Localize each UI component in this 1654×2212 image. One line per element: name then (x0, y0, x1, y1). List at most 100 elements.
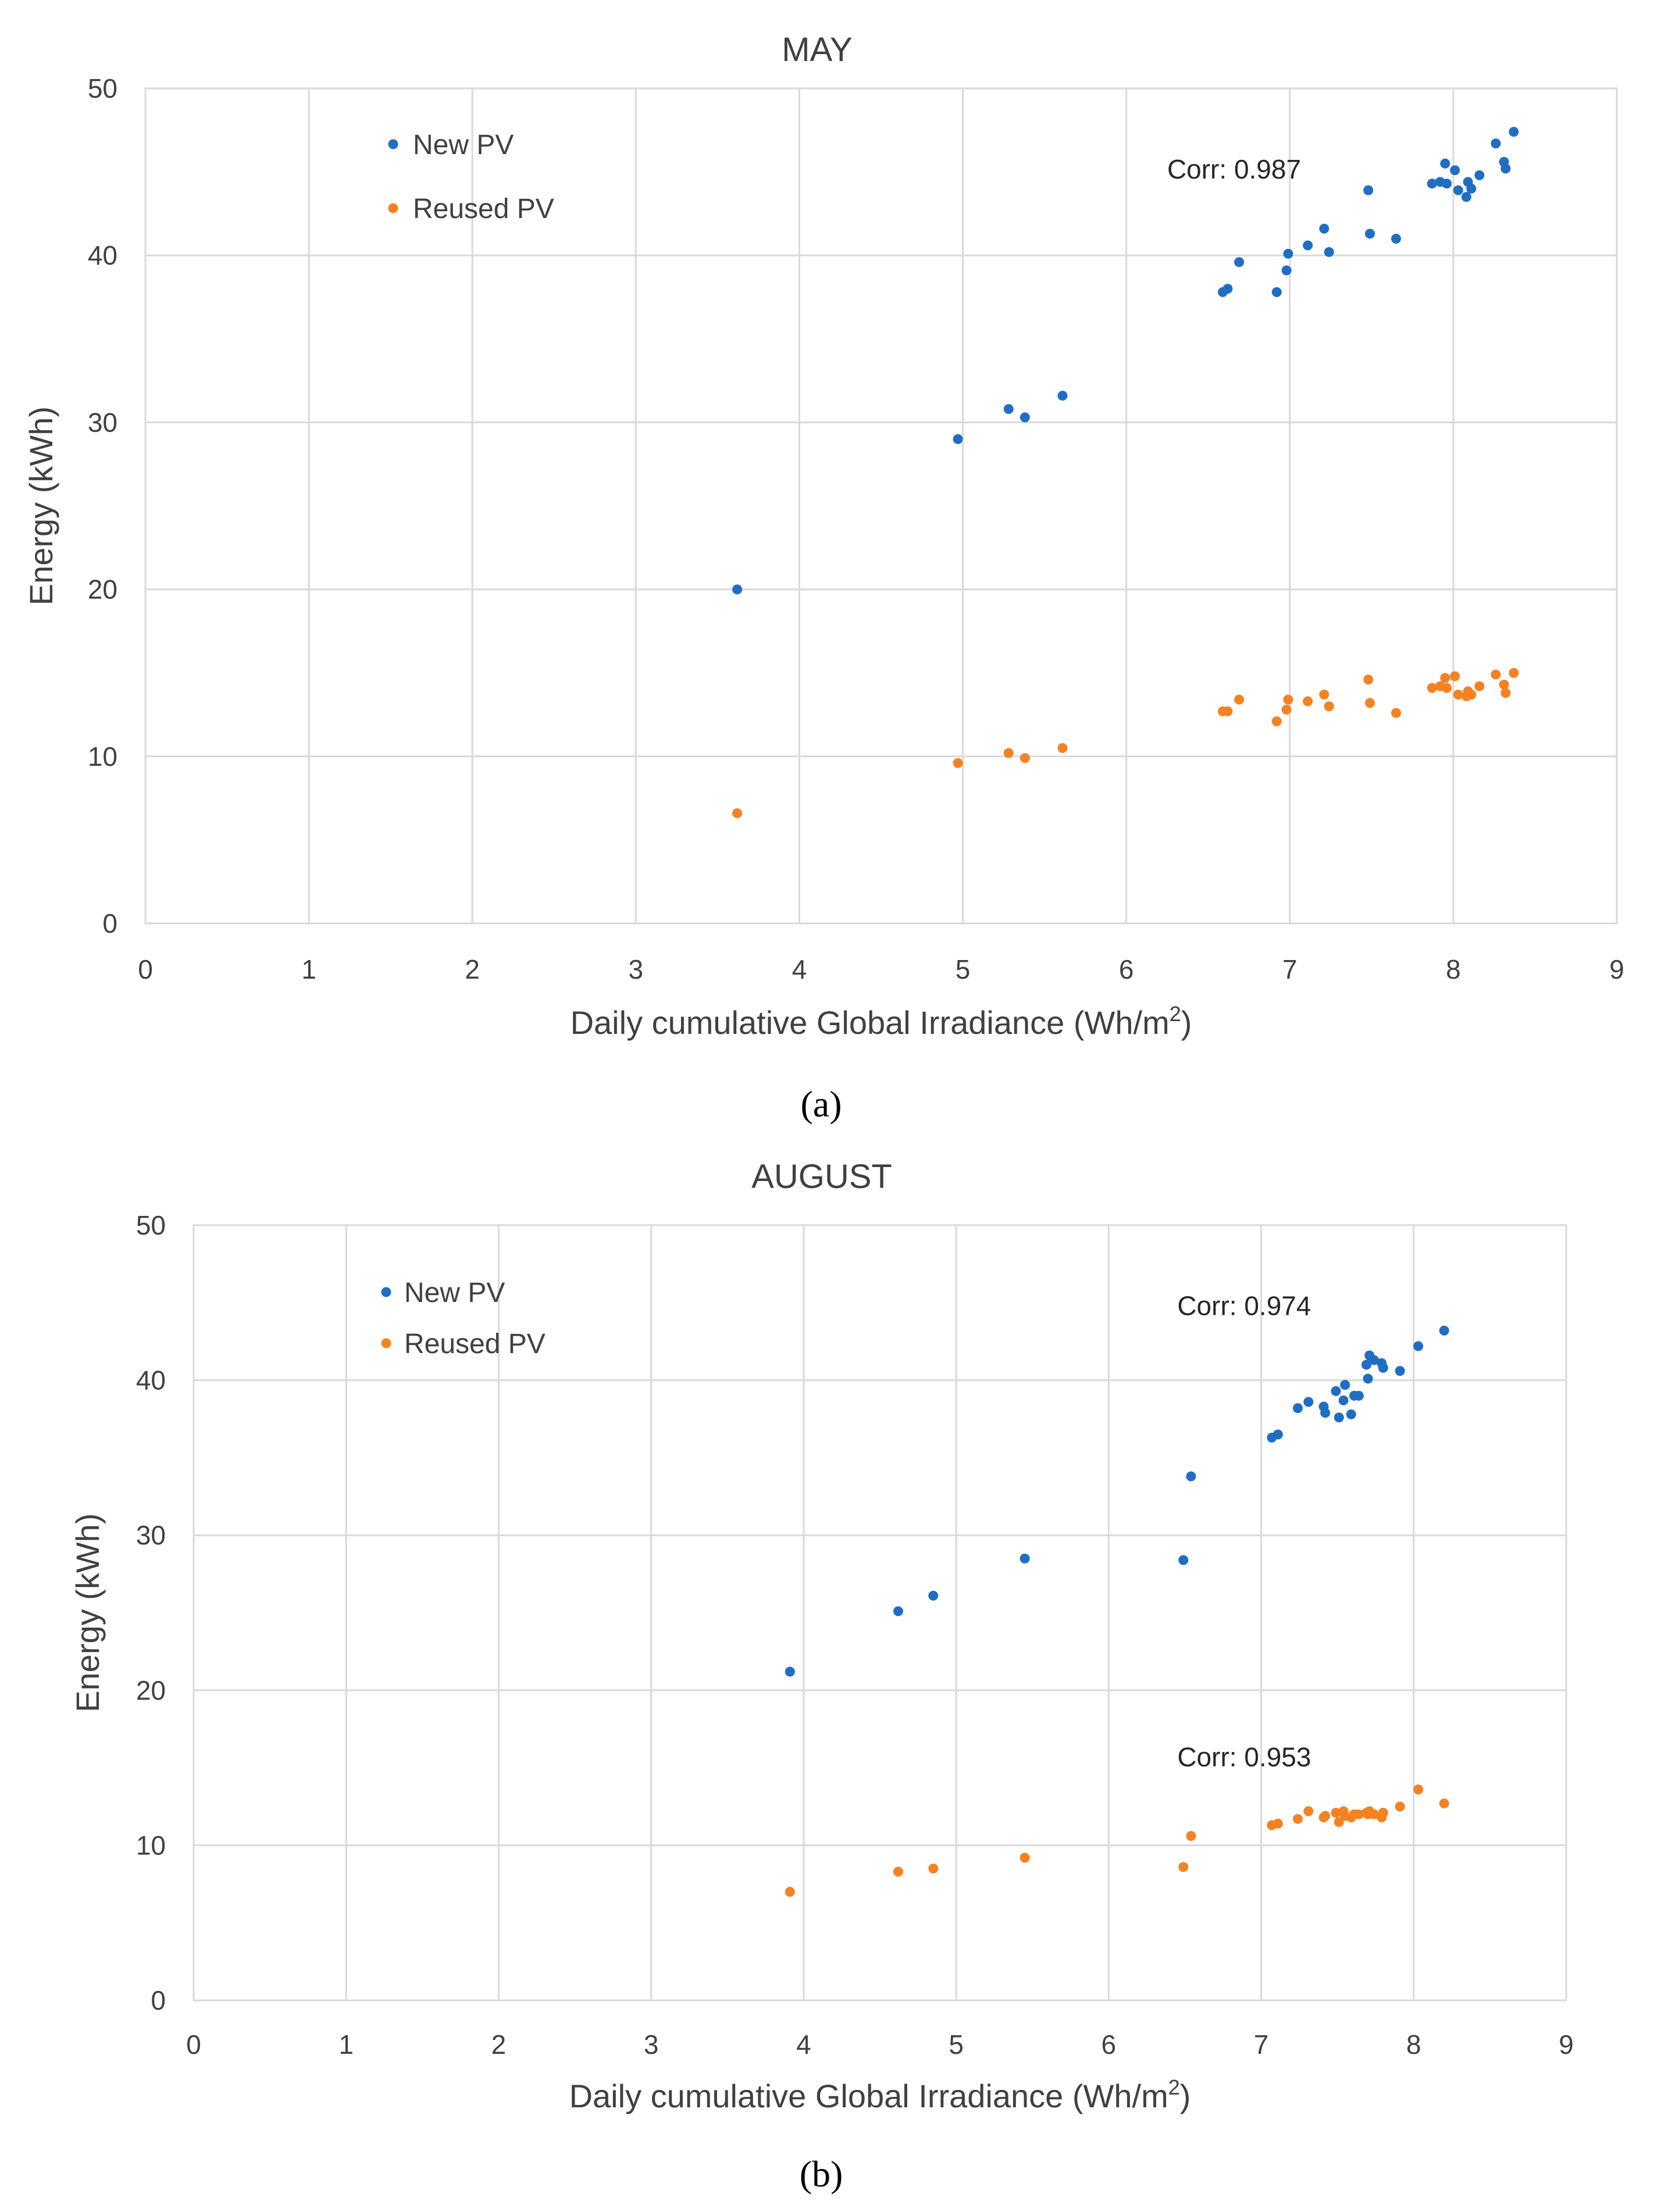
chart-2-x-tick-label: 4 (796, 2029, 811, 2060)
chart-1-reused-pv-point (1474, 681, 1485, 691)
chart-2-reused-pv-point (1413, 1784, 1424, 1794)
chart-2-reused-pv-point (1020, 1853, 1030, 1863)
chart-1-x-tick-label: 3 (629, 954, 644, 984)
chart-2-legend-marker-reused-pv (381, 1338, 391, 1348)
chart-1-new-pv-point (1509, 127, 1519, 137)
chart-2-new-pv-point (1020, 1553, 1030, 1564)
chart-2-correlation-annotation: Corr: 0.974 (1177, 1291, 1311, 1321)
chart-1-y-tick-label: 10 (88, 741, 117, 772)
chart-1-y-tick-label: 0 (102, 908, 117, 939)
chart-1-x-tick-label: 9 (1609, 954, 1624, 984)
chart-1-reused-pv-point (1427, 683, 1437, 693)
chart-2-legend-label-new-pv: New PV (404, 1278, 505, 1308)
chart-2-new-pv-point (928, 1590, 939, 1601)
chart-2-panel-label: (b) (800, 2153, 843, 2195)
chart-2-new-pv-point (893, 1606, 903, 1617)
chart-2-new-pv-point (1178, 1555, 1189, 1565)
chart-1-reused-pv-point (1271, 716, 1282, 726)
chart-2-reused-pv-point (1395, 1801, 1405, 1812)
chart-2-y-tick-label: 40 (136, 1365, 166, 1396)
chart-1-new-pv-point (1003, 404, 1014, 414)
chart-1-reused-pv-point (1442, 683, 1452, 693)
chart-1-group: 0 1 2 3 4 5 6 7 8 9 0 10 20 30 40 50 MAY Daily cumulative… (23, 31, 1624, 1125)
chart-1-new-pv-point (1020, 412, 1030, 423)
chart-2-reused-pv-point (1320, 1811, 1331, 1821)
chart-1-new-pv-point (953, 434, 963, 444)
chart-1-new-pv-point (1319, 223, 1329, 234)
chart-2-new-pv-point (1303, 1397, 1314, 1407)
chart-1-reused-pv-point (1057, 743, 1068, 753)
chart-1-panel-label: (a) (800, 1083, 842, 1125)
chart-1-legend-label-reused-pv: Reused PV (413, 194, 554, 224)
chart-1-new-pv-point (1057, 390, 1068, 401)
chart-2-reused-pv-point (1178, 1862, 1189, 1872)
chart-2-legend-label-reused-pv: Reused PV (404, 1329, 546, 1360)
chart-1-new-pv-point (1363, 185, 1374, 195)
chart-2-reused-pv-point (1186, 1831, 1196, 1841)
chart-1-new-pv-point (1440, 158, 1450, 169)
chart-1-x-tick-label: 1 (301, 954, 316, 984)
chart-1-x-tick-label: 8 (1446, 954, 1461, 984)
chart-2-new-pv-point (1292, 1403, 1303, 1414)
chart-1-new-pv-point (732, 584, 743, 595)
chart-1-new-pv-point (1365, 229, 1375, 239)
chart-2-reused-pv-point (1439, 1798, 1449, 1808)
chart-2-x-tick-label: 0 (186, 2029, 201, 2060)
chart-1-new-pv-point (1281, 265, 1292, 276)
chart-1-new-pv-point (1427, 179, 1437, 189)
chart-2-y-tick-label: 50 (136, 1210, 166, 1240)
chart-1-reused-pv-point (1020, 753, 1030, 764)
chart-1-reused-pv-point (732, 808, 743, 818)
chart-1-x-tick-label: 4 (792, 954, 807, 984)
chart-1-legend-label-new-pv: New PV (413, 130, 514, 160)
chart-1-x-tick-label: 0 (138, 954, 153, 984)
chart-1-reused-pv-point (1234, 694, 1245, 705)
chart-1-y-tick-label: 50 (88, 73, 117, 104)
chart-1-reused-pv-point (953, 758, 963, 768)
chart-1-new-pv-point (1453, 185, 1463, 195)
chart-1-legend-marker-reused-pv (388, 203, 398, 213)
chart-2-x-tick-label: 1 (338, 2029, 354, 2060)
chart-2-new-pv-point (1439, 1325, 1449, 1336)
chart-2-reused-pv-point (1334, 1817, 1344, 1827)
chart-1-new-pv-point (1283, 248, 1293, 259)
chart-2-x-tick-label: 2 (491, 2029, 507, 2060)
chart-1-reused-pv-point (1466, 690, 1477, 700)
chart-2-new-pv-point (1353, 1390, 1364, 1401)
chart-2-legend-marker-new-pv (381, 1287, 391, 1297)
chart-2-x-tick-label: 7 (1254, 2029, 1269, 2060)
chart-1-new-pv-point (1500, 163, 1511, 174)
chart-1-new-pv-point (1450, 165, 1460, 176)
chart-2-x-tick-label: 3 (644, 2029, 659, 2060)
chart-2-reused-pv-point (928, 1863, 939, 1874)
chart-1-reused-pv-point (1363, 675, 1374, 685)
chart-1-new-pv-point (1222, 284, 1233, 294)
chart-1-y-tick-label: 40 (88, 240, 117, 270)
chart-1-new-pv-point (1491, 138, 1501, 149)
chart-1-reused-pv-point (1303, 696, 1313, 707)
chart-1-reused-pv-point (1003, 748, 1014, 758)
chart-1-new-pv-point (1442, 179, 1452, 189)
chart-2-x-tick-label: 9 (1559, 2029, 1574, 2060)
chart-1-reused-pv-point (1453, 690, 1463, 700)
chart-1-new-pv-point (1391, 233, 1401, 244)
chart-1-reused-pv-point (1491, 669, 1501, 680)
chart-2-new-pv-point (1272, 1429, 1283, 1440)
chart-2-reused-pv-point (1331, 1807, 1341, 1818)
chart-1-new-pv-point (1303, 240, 1313, 251)
chart-1-plot-frame (144, 87, 1618, 925)
chart-2-y-tick-label: 0 (151, 1985, 166, 2015)
chart-1-x-tick-label: 7 (1282, 954, 1297, 984)
chart-1-reused-pv-point (1319, 690, 1329, 700)
chart-2-new-pv-point (1395, 1366, 1405, 1376)
chart-2-new-pv-point (1378, 1362, 1388, 1373)
chart-1-reused-pv-point (1440, 673, 1450, 683)
chart-1-x-tick-label: 2 (465, 954, 480, 984)
chart-2-new-pv-point (1338, 1395, 1349, 1405)
chart-2-new-pv-point (1361, 1360, 1371, 1370)
chart-2-reused-pv-point (1353, 1809, 1364, 1819)
chart-2-reused-pv-point (1378, 1807, 1388, 1818)
chart-2-reused-pv-point (785, 1886, 795, 1897)
chart-2-reused-pv-point (1303, 1806, 1314, 1817)
chart-1-new-pv-point (1271, 287, 1282, 297)
